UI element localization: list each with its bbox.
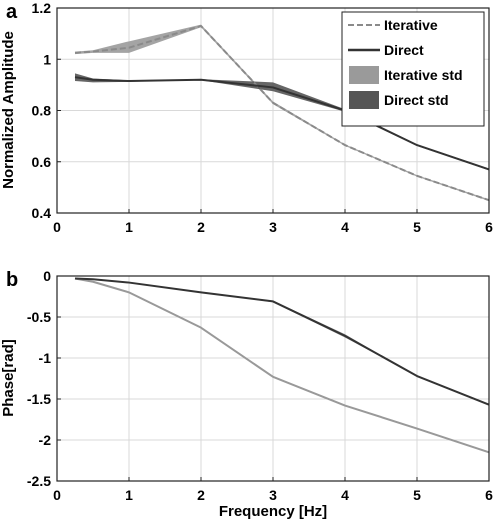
x-tick-label: 0 xyxy=(53,487,61,503)
panel-b-phase: 0 1 2 3 4 5 6 0 -0.5 -1 -1.5 -2 -2.5 b Phase[rad] F… xyxy=(0,268,493,520)
y-tick-label: 0.4 xyxy=(32,205,52,221)
x-tick-label: 1 xyxy=(125,219,133,235)
y-tick-label: 0.8 xyxy=(32,103,52,119)
x-tick-label: 3 xyxy=(269,219,277,235)
panel-b-y-axis-label: Phase[rad] xyxy=(0,339,17,417)
series-line-1 xyxy=(74,76,490,171)
y-tick-label: -2.5 xyxy=(27,473,51,489)
panel-b-y-ticks: 0 -0.5 -1 -1.5 -2 -2.5 xyxy=(27,268,61,489)
series-line-1 xyxy=(74,277,490,406)
x-tick-label: 0 xyxy=(53,219,61,235)
y-tick-label: -2 xyxy=(39,432,52,448)
x-tick-label: 3 xyxy=(269,487,277,503)
x-tick-label: 5 xyxy=(413,219,421,235)
y-tick-label: -0.5 xyxy=(27,309,51,325)
legend-direct-label: Direct xyxy=(384,42,424,58)
x-tick-label: 2 xyxy=(197,487,205,503)
y-tick-label: 0 xyxy=(43,268,51,284)
y-tick-label: 1 xyxy=(43,51,51,67)
series-line-0 xyxy=(74,24,490,202)
x-tick-label: 5 xyxy=(413,487,421,503)
y-tick-label: -1.5 xyxy=(27,391,51,407)
panel-a-lines xyxy=(74,24,490,202)
panel-b-letter: b xyxy=(6,269,18,291)
panel-a-y-axis-label: Normalized Amplitude xyxy=(0,31,17,189)
y-tick-label: 1.2 xyxy=(32,0,52,16)
x-tick-label: 2 xyxy=(197,219,205,235)
panel-b-x-ticks: 0 1 2 3 4 5 6 xyxy=(53,477,493,503)
std-band-3 xyxy=(75,73,489,171)
legend-direct-std-label: Direct std xyxy=(384,92,449,108)
panel-a-y-ticks: 0.4 0.6 0.8 1 1.2 xyxy=(32,0,61,221)
x-tick-label: 4 xyxy=(341,219,349,235)
panel-a-x-ticks: 0 1 2 3 4 5 6 xyxy=(53,209,493,235)
panel-b-lines xyxy=(74,277,490,454)
y-tick-label: 0.6 xyxy=(32,154,52,170)
legend-iterative-std-label: Iterative std xyxy=(384,67,463,83)
x-tick-label: 4 xyxy=(341,487,349,503)
legend-iterative-label: Iterative xyxy=(384,17,438,33)
series-line-0 xyxy=(74,277,490,454)
panel-a-legend: Iterative Direct Iterative std Direct st… xyxy=(341,11,485,127)
legend-iterative-std-swatch xyxy=(349,66,379,84)
legend-direct-std-swatch xyxy=(349,91,379,109)
x-tick-label: 1 xyxy=(125,487,133,503)
x-tick-label: 6 xyxy=(485,219,493,235)
panel-a-std-bands xyxy=(75,24,489,201)
panel-a-amplitude: 0 1 2 3 4 5 6 0.4 0.6 0.8 1 1.2 a Normalized Ampli… xyxy=(0,0,493,235)
panel-b-x-axis-label: Frequency [Hz] xyxy=(219,503,327,520)
y-tick-label: -1 xyxy=(39,350,52,366)
x-tick-label: 6 xyxy=(485,487,493,503)
panel-a-letter: a xyxy=(6,1,18,23)
